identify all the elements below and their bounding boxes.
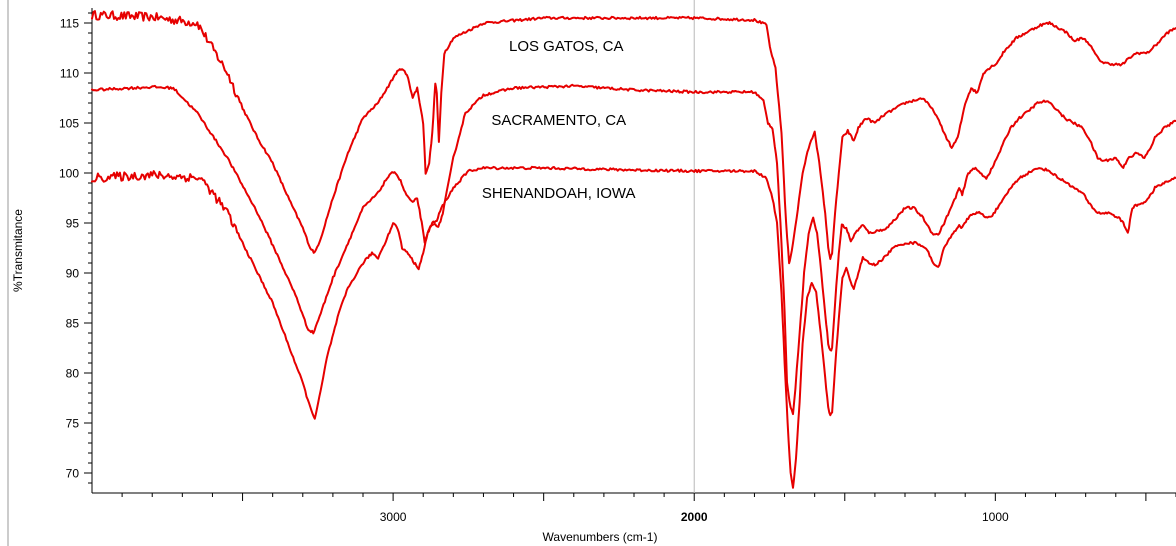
x-axis-ticks: 3000 2000 1000 xyxy=(121,493,1176,524)
spectra-series xyxy=(91,10,1176,489)
y-axis-label: %Transmitance xyxy=(11,209,25,292)
y-tick-label: 110 xyxy=(60,67,79,81)
series-label: SHENANDOAH, IOWA xyxy=(482,185,636,202)
y-tick-label: 115 xyxy=(60,17,79,31)
series-line-0 xyxy=(91,10,1176,265)
y-axis-ticks: 70 75 80 85 90 95 100 105 110 115 xyxy=(59,12,92,484)
x-tick-label: 1000 xyxy=(982,510,1009,524)
y-tick-label: 80 xyxy=(66,367,80,381)
y-tick-label: 70 xyxy=(66,467,80,481)
y-tick-label: 105 xyxy=(59,117,79,131)
x-tick-label: 3000 xyxy=(380,510,407,524)
series-label: LOS GATOS, CA xyxy=(509,38,623,55)
series-label: SACRAMENTO, CA xyxy=(491,112,626,129)
x-tick-label: 2000 xyxy=(681,510,708,524)
y-tick-label: 90 xyxy=(66,267,80,281)
y-tick-label: 75 xyxy=(66,417,80,431)
series-line-1 xyxy=(91,83,1176,416)
series-line-2 xyxy=(91,165,1176,489)
x-axis-label: Wavenumbers (cm-1) xyxy=(543,530,658,544)
plot-frame xyxy=(7,0,1176,546)
y-tick-label: 100 xyxy=(59,167,79,181)
y-tick-label: 95 xyxy=(66,217,80,231)
series-labels: LOS GATOS, CA SACRAMENTO, CA SHENANDOAH, I… xyxy=(482,38,636,202)
y-tick-label: 85 xyxy=(66,317,80,331)
